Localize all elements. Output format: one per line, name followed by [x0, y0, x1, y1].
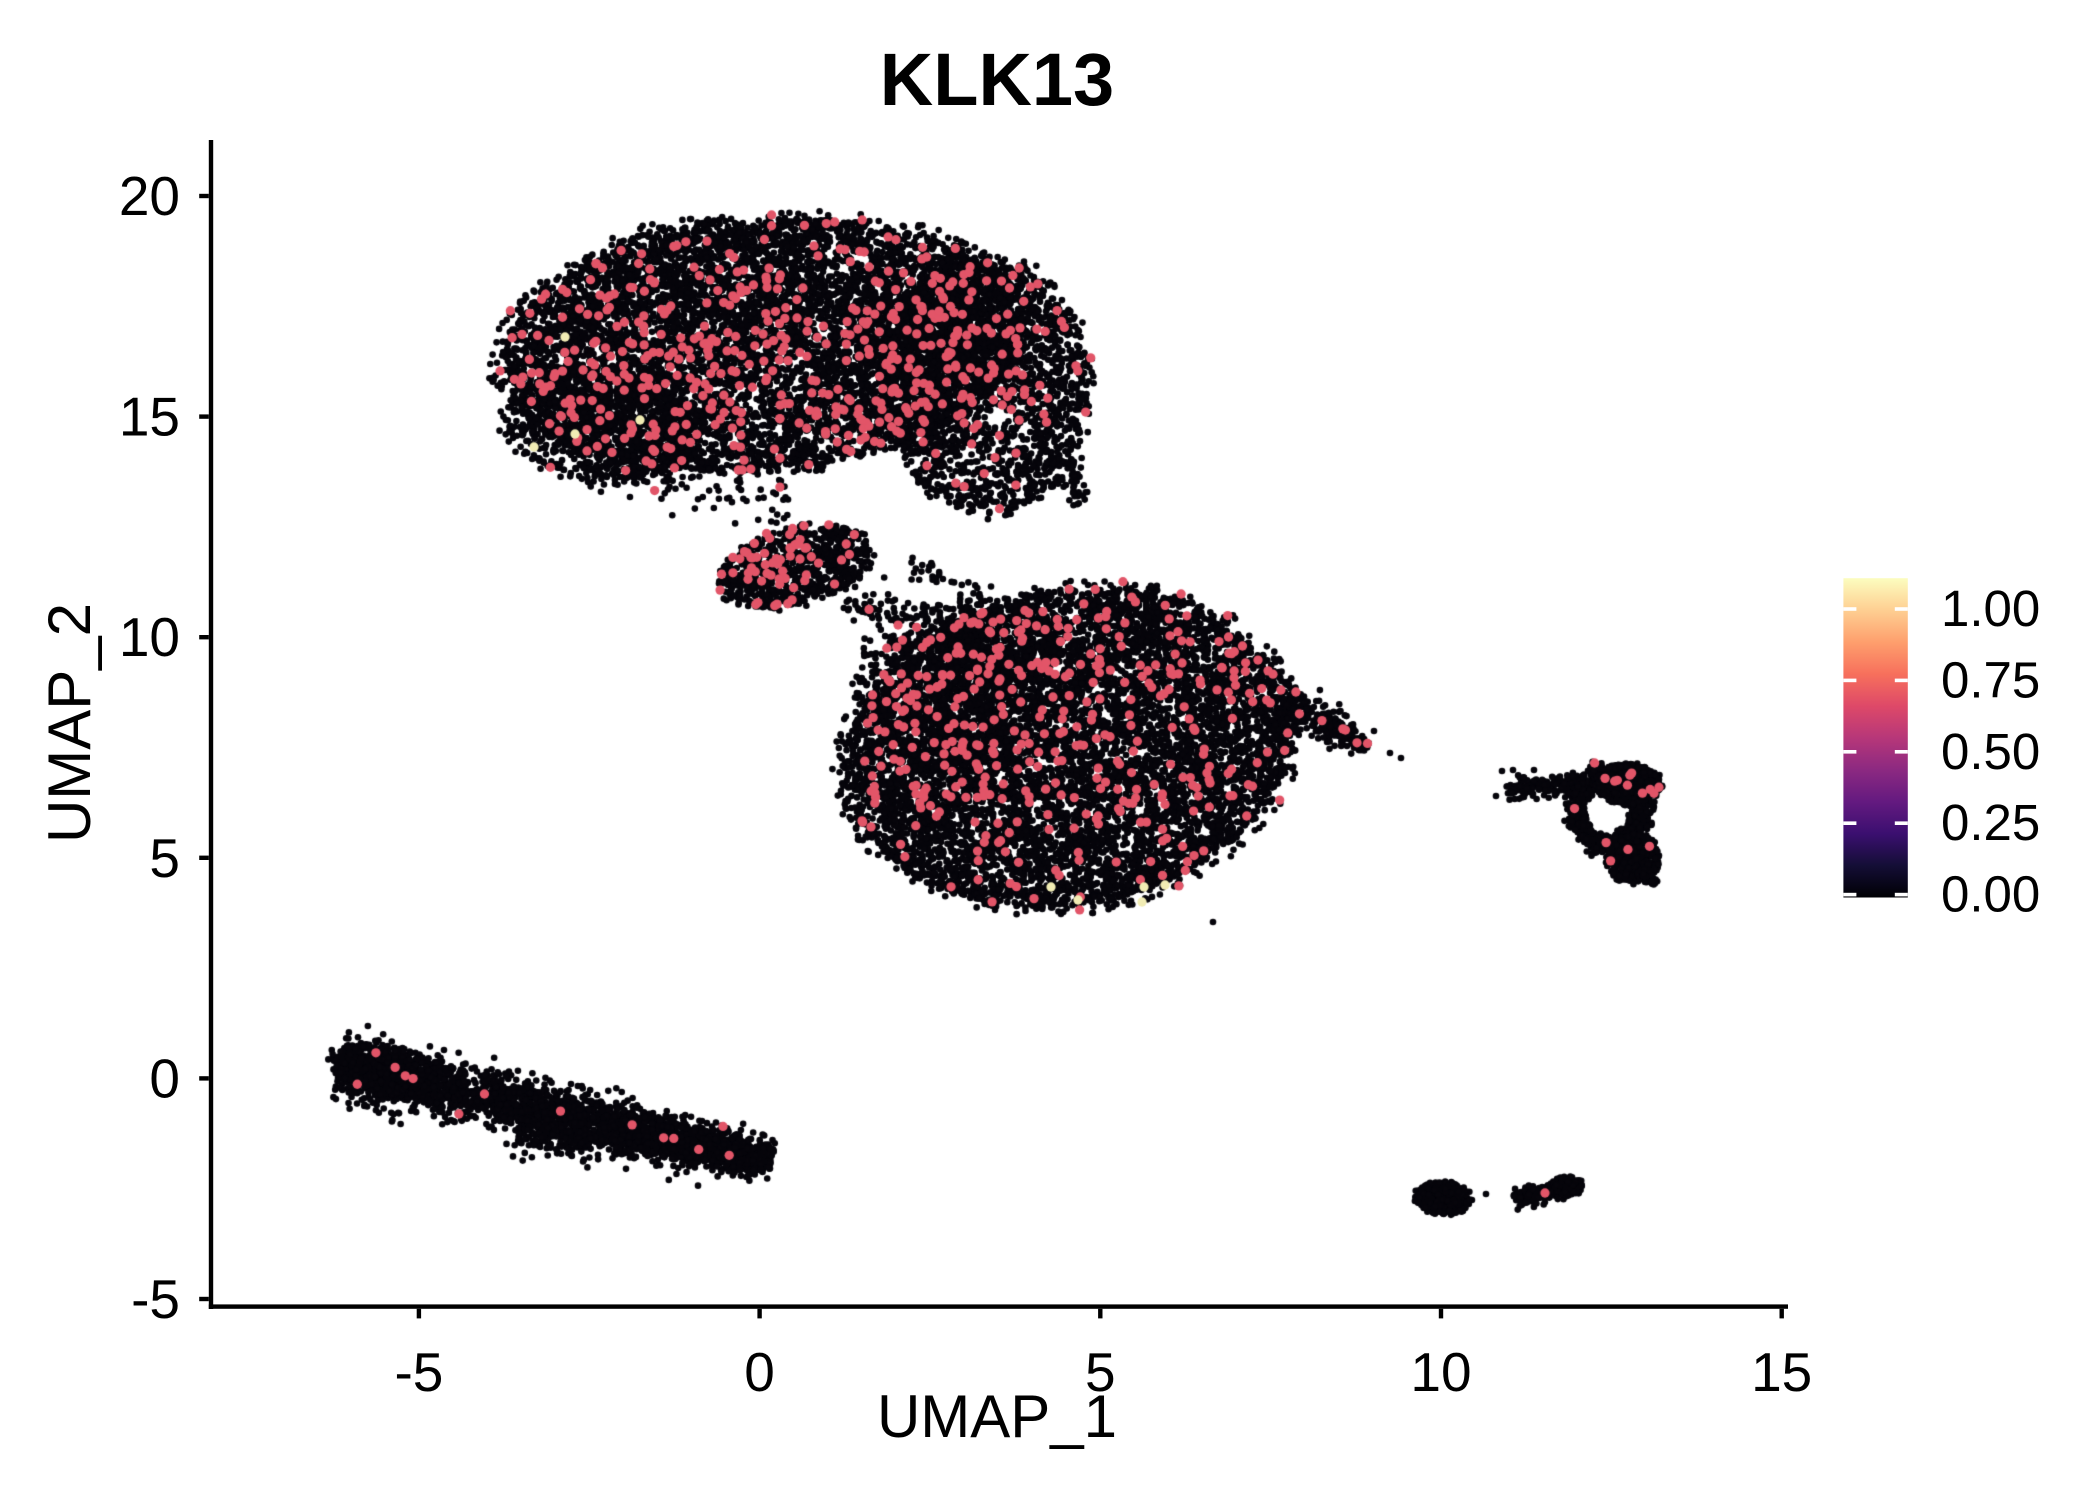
svg-text:15: 15 [119, 386, 180, 448]
svg-text:KLK13: KLK13 [880, 38, 1114, 121]
svg-text:0.00: 0.00 [1941, 866, 2040, 923]
svg-text:5: 5 [1085, 1341, 1116, 1403]
svg-text:10: 10 [1410, 1341, 1471, 1403]
svg-text:UMAP_2: UMAP_2 [36, 603, 103, 843]
svg-text:-5: -5 [394, 1341, 443, 1403]
svg-text:10: 10 [119, 606, 180, 668]
svg-text:0.75: 0.75 [1941, 651, 2040, 708]
svg-text:0: 0 [149, 1047, 180, 1109]
svg-text:15: 15 [1751, 1341, 1812, 1403]
svg-text:1.00: 1.00 [1941, 580, 2040, 637]
svg-text:0: 0 [744, 1341, 775, 1403]
svg-text:5: 5 [149, 827, 180, 889]
svg-text:0.25: 0.25 [1941, 794, 2040, 851]
svg-text:-5: -5 [131, 1268, 180, 1330]
svg-text:0.50: 0.50 [1941, 723, 2040, 780]
svg-text:UMAP_1: UMAP_1 [877, 1383, 1117, 1450]
svg-text:20: 20 [119, 165, 180, 227]
